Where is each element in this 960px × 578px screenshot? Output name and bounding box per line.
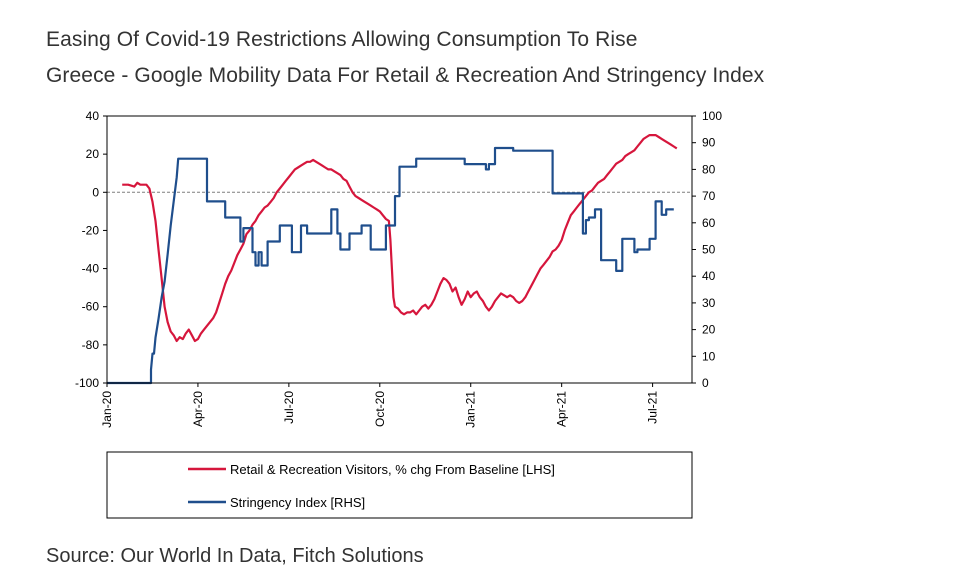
x-axis-tick-label: Jan-21 xyxy=(464,391,478,428)
legend-label-retail: Retail & Recreation Visitors, % chg From… xyxy=(230,462,555,477)
stringency-index-line xyxy=(107,146,674,385)
x-axis-tick-label: Jul-21 xyxy=(646,391,660,424)
chart-title: Easing Of Covid-19 Restrictions Allowing… xyxy=(46,28,638,51)
legend-label-stringency: Stringency Index [RHS] xyxy=(230,495,365,510)
right-axis-tick-label: 60 xyxy=(702,216,716,230)
x-axis-tick-label: Oct-20 xyxy=(373,391,387,427)
plot-frame xyxy=(106,115,693,384)
right-axis-tick-label: 0 xyxy=(702,376,709,390)
x-axis-tick-label: Jan-20 xyxy=(100,391,114,428)
left-axis-tick-label: -40 xyxy=(82,262,100,276)
right-axis-tick-label: 90 xyxy=(702,136,716,150)
left-axis-tick-label: -20 xyxy=(82,223,100,237)
x-axis-tick-label: Apr-20 xyxy=(191,391,205,427)
right-axis-tick-label: 20 xyxy=(702,323,716,337)
right-axis-tick-label: 80 xyxy=(702,162,716,176)
left-axis-tick-label: 40 xyxy=(86,109,100,123)
left-axis-tick-label: 20 xyxy=(86,147,100,161)
right-axis-tick-label: 50 xyxy=(702,243,716,257)
right-axis-tick-label: 100 xyxy=(702,109,722,123)
x-axis-tick-label: Apr-21 xyxy=(555,391,569,427)
legend-box xyxy=(106,451,693,519)
chart-subtitle: Greece - Google Mobility Data For Retail… xyxy=(46,64,765,87)
retail-recreation-line xyxy=(122,134,678,343)
left-axis-tick-label: -100 xyxy=(75,376,99,390)
left-axis-tick-label: 0 xyxy=(92,185,99,199)
left-axis-tick-label: -80 xyxy=(82,338,100,352)
right-axis-tick-label: 30 xyxy=(702,296,716,310)
left-axis-tick-label: -60 xyxy=(82,300,100,314)
source-note: Source: Our World In Data, Fitch Solutio… xyxy=(46,545,424,567)
right-axis-tick-label: 10 xyxy=(702,349,716,363)
right-axis-tick-label: 40 xyxy=(702,269,716,283)
x-axis-tick-label: Jul-20 xyxy=(282,391,296,424)
right-axis-tick-label: 70 xyxy=(702,189,716,203)
